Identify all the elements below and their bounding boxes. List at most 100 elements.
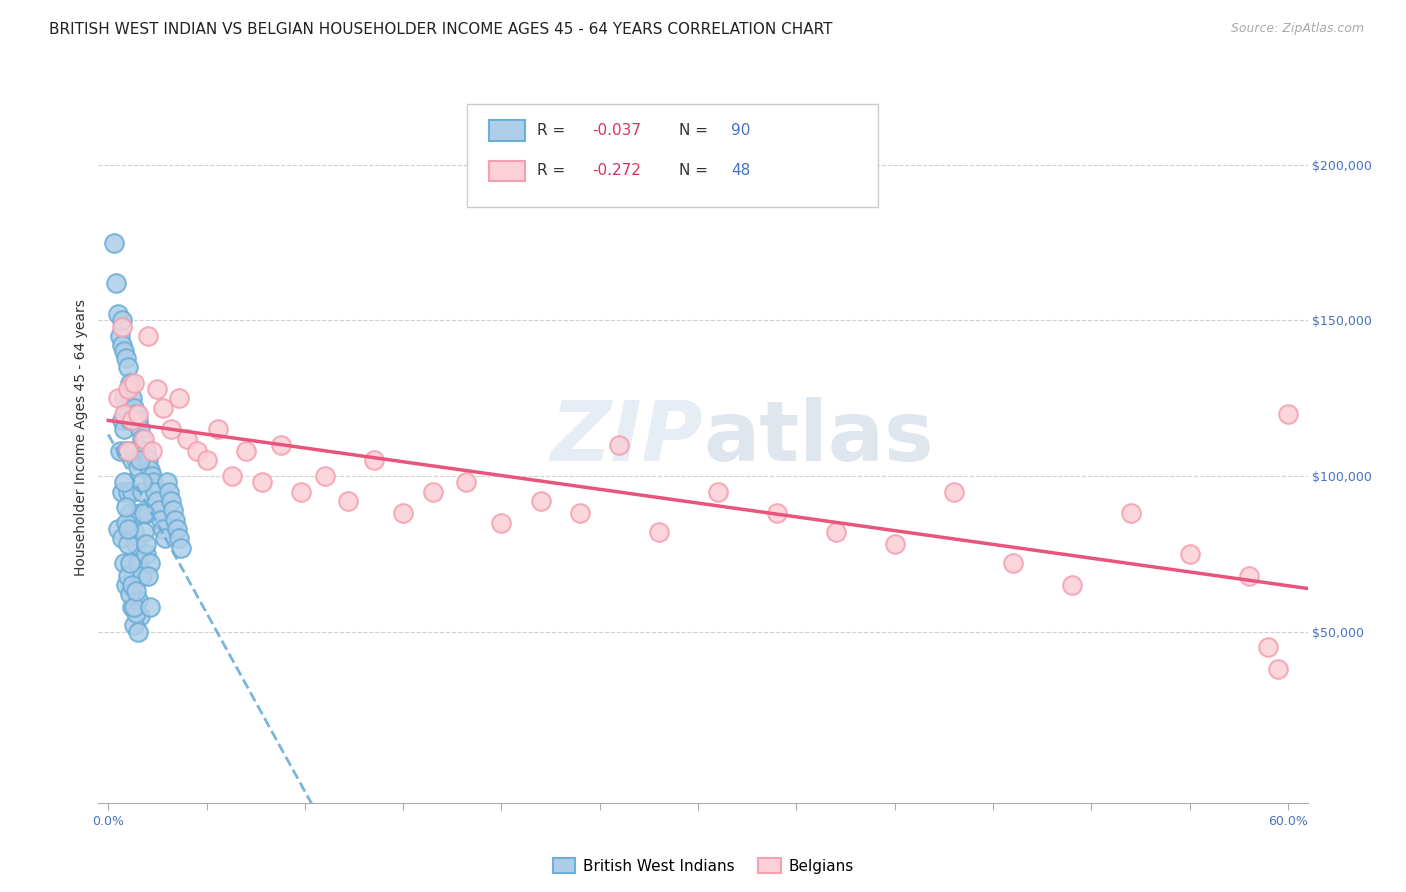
Point [152,401,174,415]
Point [105,276,128,290]
Point [111,313,134,327]
Point [125,407,148,421]
Point [136,568,159,582]
Text: -0.037: -0.037 [592,123,641,138]
Point [156,475,179,490]
Point [167,391,190,405]
Point [150,512,173,526]
Point [115,444,138,458]
Point [132,506,155,520]
Point [117,522,139,536]
Point [125,606,148,620]
Point [166,522,188,536]
Point [609,438,631,452]
Point [152,522,174,536]
Point [569,506,592,520]
Point [127,593,149,607]
Point [117,382,139,396]
Point [1119,506,1142,520]
Point [454,475,477,490]
Point [127,407,149,421]
Point [162,503,184,517]
Point [103,235,125,250]
Point [195,453,218,467]
Text: N =: N = [679,123,713,138]
Point [167,531,190,545]
Point [131,475,153,490]
Text: BRITISH WEST INDIAN VS BELGIAN HOUSEHOLDER INCOME AGES 45 - 64 YEARS CORRELATION: BRITISH WEST INDIAN VS BELGIAN HOUSEHOLD… [49,22,832,37]
Point [121,413,143,427]
Point [128,453,150,467]
Point [118,506,141,520]
Point [115,401,138,415]
Point [117,484,139,499]
Point [422,484,444,499]
Point [138,556,160,570]
Point [135,547,157,561]
Point [111,531,134,545]
Point [270,438,292,452]
Point [1001,556,1024,570]
Point [127,459,149,474]
Point [235,444,257,458]
Point [112,556,135,570]
Point [122,524,145,539]
Point [107,522,129,536]
Point [117,359,139,374]
Point [122,618,145,632]
Point [160,422,183,436]
Text: N =: N = [679,163,713,178]
Point [765,506,787,520]
Point [491,516,513,530]
Point [108,329,131,343]
Point [1237,568,1260,582]
Point [115,351,138,365]
Point [141,469,163,483]
Point [115,516,138,530]
Point [117,444,139,458]
FancyBboxPatch shape [489,120,526,141]
Point [107,307,129,321]
Text: 90: 90 [731,123,751,138]
Point [136,329,159,343]
Point [128,422,150,436]
Point [290,484,312,499]
Point [111,319,134,334]
Point [136,453,159,467]
Point [132,432,155,446]
Point [176,432,198,446]
Point [128,506,150,520]
Point [392,506,415,520]
Point [111,338,134,352]
Point [142,475,165,490]
Point [135,537,157,551]
Point [132,524,155,539]
Point [121,391,143,405]
Point [170,541,193,555]
Point [117,568,139,582]
Point [121,484,143,499]
FancyBboxPatch shape [467,104,879,207]
Point [138,599,160,614]
Point [127,556,149,570]
Point [112,475,135,490]
Point [141,444,163,458]
Point [648,524,671,539]
Point [122,444,145,458]
Y-axis label: Householder Income Ages 45 - 64 years: Householder Income Ages 45 - 64 years [75,299,89,575]
Point [146,382,169,396]
Point [128,609,150,624]
Point [337,494,360,508]
FancyBboxPatch shape [489,161,526,181]
Point [207,422,229,436]
Point [122,376,145,390]
Point [107,391,129,405]
Point [824,524,846,539]
Point [131,568,153,582]
Point [221,469,243,483]
Point [314,469,336,483]
Point [160,494,183,508]
Point [1277,407,1299,421]
Point [125,537,148,551]
Legend: British West Indians, Belgians: British West Indians, Belgians [547,852,859,880]
